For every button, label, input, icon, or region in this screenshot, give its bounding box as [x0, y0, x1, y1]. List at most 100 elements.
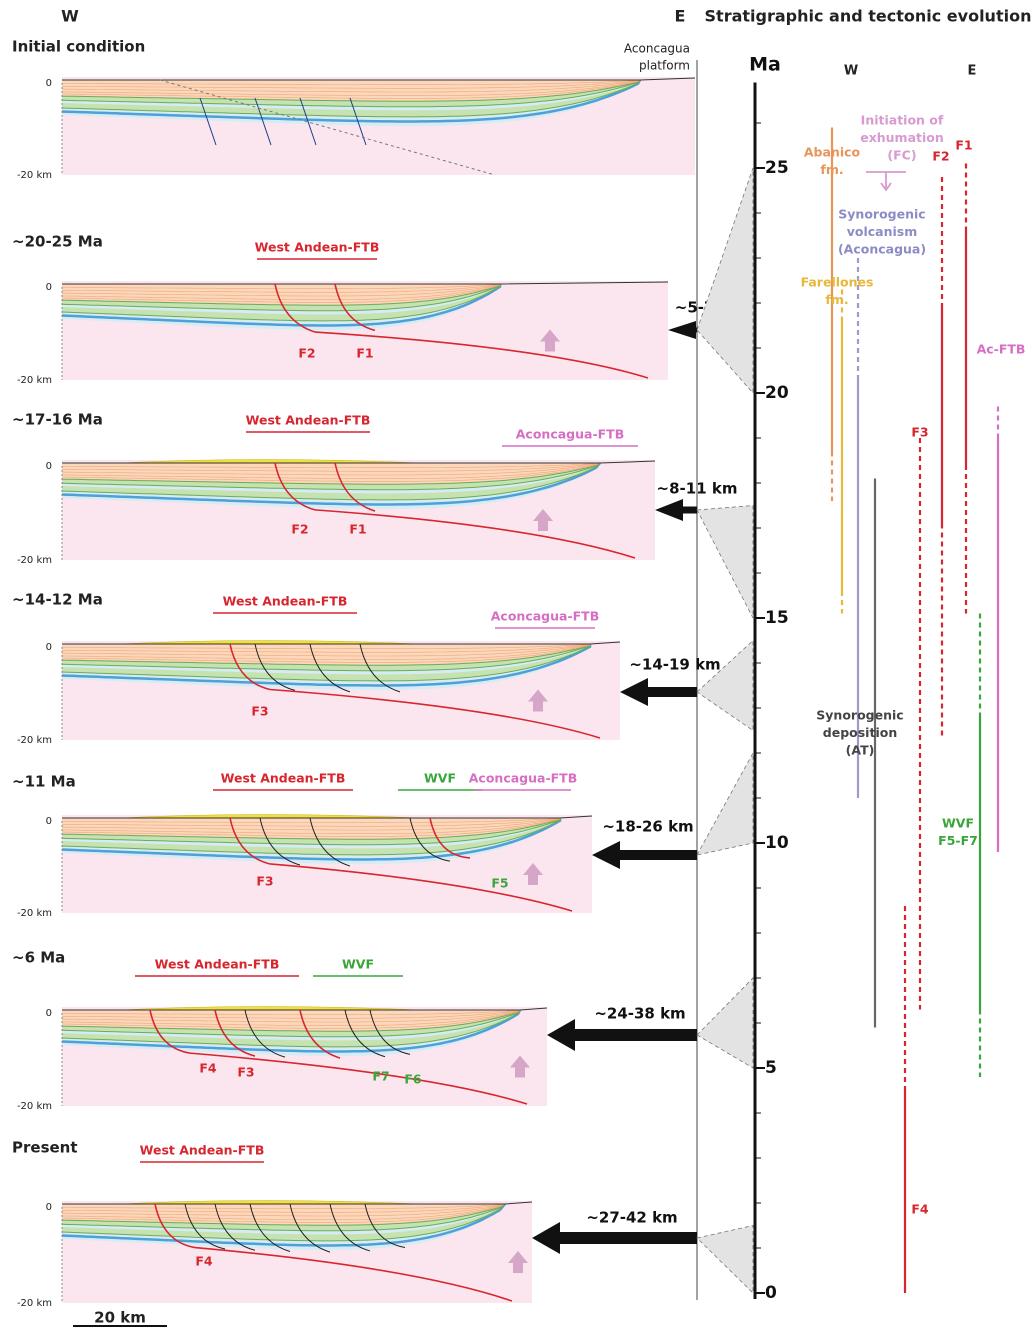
depth-label: 0 [46, 461, 52, 472]
fault [244, 1009, 286, 1058]
fault [229, 817, 271, 865]
timeline-label: F3 [911, 425, 928, 440]
orange-horizon [61, 462, 601, 482]
fault [214, 1203, 256, 1251]
fault [229, 643, 271, 691]
panel-label: F2 [298, 346, 315, 361]
orange-horizon [62, 462, 601, 472]
age-wedge [696, 752, 754, 856]
surface [62, 641, 621, 645]
timeline-label: fm. [825, 292, 848, 307]
fault [149, 1009, 191, 1054]
orange-horizon [61, 644, 591, 663]
orange-horizon [61, 644, 591, 657]
timeline-label: F5-F7 [938, 833, 978, 848]
surface [62, 460, 656, 464]
timeline-label: F2 [932, 149, 949, 164]
timeline-label: (Aconcagua) [838, 242, 926, 257]
detachment [269, 688, 601, 739]
fault [159, 79, 496, 176]
panel-title: ~14-12 Ma [12, 591, 103, 609]
shortening-arrow [655, 499, 697, 521]
shortening-label: ~8-11 km [657, 480, 738, 498]
tick-label: 20 [765, 383, 789, 403]
timeline-label: (FC) [887, 148, 916, 163]
orange-horizon [61, 462, 601, 479]
green-horizon [61, 818, 561, 846]
cross-section [61, 814, 593, 913]
shortening-arrow [592, 841, 697, 869]
shortening-label: ~14-19 km [629, 656, 720, 674]
blue-horizon [61, 1009, 522, 1053]
figure-title: Stratigraphic and tectonic evolution [705, 7, 1032, 26]
panel-label: F4 [199, 1061, 217, 1076]
surface [62, 77, 696, 81]
axis-unit: Ma [749, 54, 781, 76]
green-horizon [61, 1009, 521, 1038]
timeline-east: E [968, 64, 977, 79]
fault [154, 1203, 196, 1249]
orange-horizon [62, 79, 641, 85]
shortening-label: ~27-42 km [586, 1209, 677, 1227]
fault [214, 1009, 256, 1057]
uplift-arrow [508, 1251, 528, 1273]
timeline-label: volcanism [847, 224, 918, 239]
shortening-arrow [532, 1222, 697, 1254]
depth-label: 0 [46, 642, 52, 653]
orange-horizon [61, 284, 501, 297]
blue-horizon [61, 818, 562, 861]
panel-title: ~6 Ma [12, 949, 65, 967]
panel-label: West Andean-FTB [155, 957, 280, 972]
timeline-label: Farellones [801, 275, 874, 290]
cross-section [61, 459, 656, 560]
panel-title: ~11 Ma [12, 773, 76, 791]
orange-horizon [62, 79, 641, 89]
green-horizon [61, 79, 641, 118]
fault [344, 1009, 386, 1058]
green-horizon [61, 462, 601, 485]
cross-section [61, 1006, 548, 1106]
tick-label: 0 [765, 1283, 777, 1303]
orange-horizon [62, 644, 591, 649]
panel-title: Present [12, 1139, 78, 1157]
fault [409, 817, 451, 862]
orange-horizon [61, 1203, 506, 1213]
orange-horizon [61, 818, 561, 834]
uplift-arrow [533, 509, 553, 531]
fault [254, 643, 296, 691]
synorogenic-deposits [119, 1200, 421, 1205]
platform-label: platform [639, 59, 690, 73]
uplift-arrow [523, 863, 543, 885]
depth-label: -20 km [17, 555, 52, 566]
orange-horizon [62, 818, 561, 823]
fault [309, 643, 351, 693]
cross-section [61, 77, 696, 176]
green-horizon [61, 79, 641, 102]
fault [359, 643, 401, 693]
fault [259, 817, 301, 866]
tick-label: 10 [765, 833, 789, 853]
strata [62, 1010, 520, 1032]
green-horizon [61, 644, 591, 672]
surface [62, 815, 593, 819]
depth-label: -20 km [17, 735, 52, 746]
orange-horizon [61, 818, 561, 837]
orange-horizon [62, 462, 601, 468]
orange-horizon [62, 644, 591, 653]
age-wedge [696, 505, 754, 619]
panel-label: West Andean-FTB [140, 1143, 265, 1158]
panel-label: F2 [291, 522, 308, 537]
timeline-label: Initiation of [861, 113, 944, 128]
uplift-arrow [528, 689, 548, 712]
panel-label: F4 [195, 1254, 213, 1269]
timeline-label: (AT) [846, 743, 875, 758]
panel-label: West Andean-FTB [255, 240, 380, 255]
panel-title: ~17-16 Ma [12, 411, 103, 429]
panel-label: West Andean-FTB [223, 594, 348, 609]
green-horizon [61, 462, 601, 491]
green-horizon [61, 818, 561, 840]
east-label: E [675, 7, 686, 26]
cross-section [61, 1200, 533, 1303]
scale-label: 20 km [94, 1309, 146, 1327]
green-horizon [61, 1203, 506, 1242]
